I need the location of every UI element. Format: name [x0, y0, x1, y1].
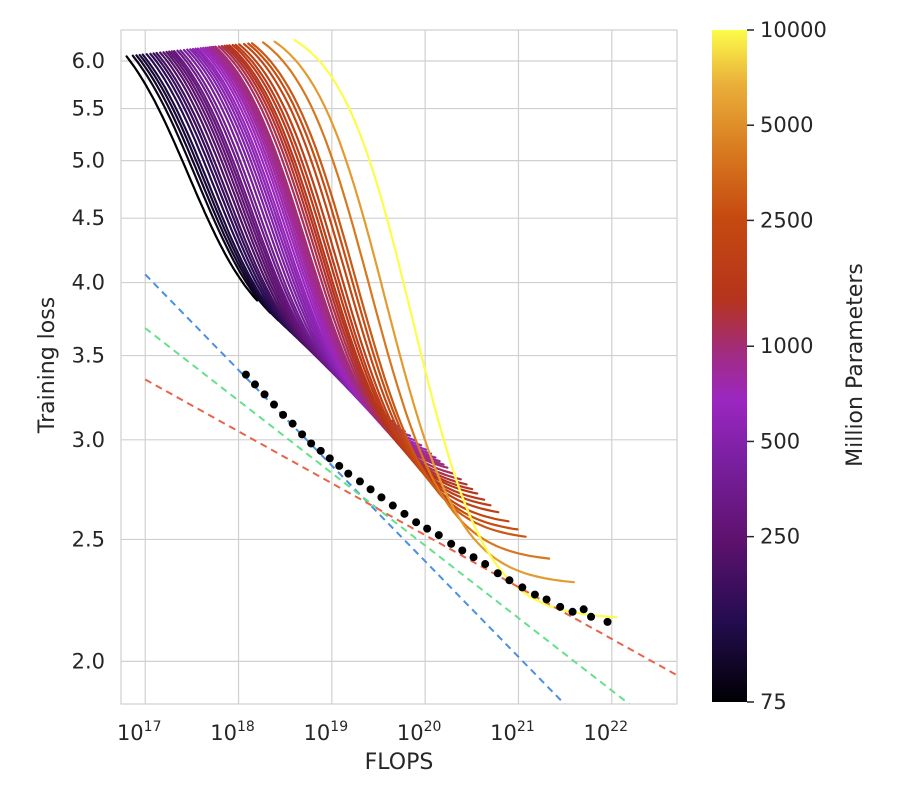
frontier-point: [400, 509, 409, 518]
colorbar-tick-label: 500: [760, 429, 800, 453]
colorbar-tick-label: 5000: [760, 113, 813, 137]
frontier-point: [298, 430, 307, 439]
frontier-point: [250, 380, 259, 389]
x-tick-label: 1019: [304, 719, 349, 745]
frontier-point: [568, 607, 577, 616]
frontier-point: [412, 518, 421, 527]
loss-curve: [141, 53, 293, 334]
fit-line: [144, 273, 566, 704]
y-tick-label: 2.0: [72, 649, 105, 673]
frontier-point: [458, 546, 467, 555]
frontier-point: [316, 446, 325, 455]
y-tick-label: 4.5: [72, 206, 105, 230]
loss-curve: [135, 54, 280, 322]
loss-curve: [247, 42, 519, 531]
frontier-point: [270, 400, 279, 409]
x-tick-label: 1018: [210, 719, 255, 745]
colorbar-tick-label: 2500: [760, 208, 813, 232]
loss-curve: [131, 54, 272, 315]
frontier-point: [279, 410, 288, 419]
x-tick-label: 1017: [117, 719, 162, 745]
frontier-point: [377, 493, 386, 502]
frontier-point: [505, 576, 514, 585]
loss-curves: [125, 39, 618, 619]
x-axis-ticks: 1017 1018 1019 1020 1021 1022: [117, 719, 628, 745]
frontier-point: [241, 370, 250, 379]
grid: [121, 30, 677, 704]
x-tick-label: 1021: [490, 719, 535, 745]
y-tick-label: 3.0: [72, 428, 105, 452]
loss-curve: [250, 42, 527, 538]
colorbar-tick-label: 250: [760, 525, 800, 549]
frontier-point: [288, 419, 297, 428]
y-tick-label: 6.0: [72, 49, 105, 73]
loss-curve: [238, 43, 500, 514]
x-axis-title: FLOPS: [365, 750, 434, 775]
colorbar-tick-label: 10000: [760, 18, 827, 42]
frontier-point: [307, 439, 316, 448]
loss-curve: [149, 52, 310, 349]
frontier-point: [366, 485, 375, 494]
loss-curve: [293, 39, 618, 619]
fit-line: [144, 327, 631, 704]
colorbar-ticks: 10000 5000 2500 1000 500 250 75: [747, 18, 827, 714]
y-axis-title: Training loss: [35, 297, 60, 434]
loss-curve: [145, 53, 302, 342]
frontier-point: [335, 461, 344, 470]
frontier-point: [344, 469, 353, 478]
loss-curve: [228, 44, 479, 495]
y-tick-label: 4.0: [72, 271, 105, 295]
loss-curve: [234, 43, 492, 507]
loss-curve: [155, 51, 323, 361]
frontier-point: [325, 454, 334, 463]
loss-curve: [125, 55, 259, 302]
frontier-point: [447, 539, 456, 548]
frontier-point: [260, 390, 269, 399]
colorbar-title: Million Parameters: [843, 263, 868, 467]
x-tick-label: 1020: [397, 719, 442, 745]
loss-curve: [138, 53, 287, 328]
fit-line: [144, 378, 677, 677]
frontier-point: [542, 595, 551, 604]
loss-curve: [243, 42, 510, 523]
loss-curve: [273, 40, 575, 584]
loss-curve: [220, 45, 462, 481]
y-tick-label: 5.0: [72, 149, 105, 173]
y-tick-label: 3.5: [72, 344, 105, 368]
frontier-point: [579, 605, 588, 614]
loss-curve: [223, 44, 468, 486]
frontier-point: [481, 560, 490, 569]
frontier-point: [518, 583, 527, 592]
y-axis-ticks: 2.0 2.5 3.0 3.5 4.0 4.5 5.0 5.5 6.0: [72, 49, 105, 673]
frontier-points: [241, 370, 612, 626]
colorbar-tick-label: 75: [760, 690, 787, 714]
frontier-point: [434, 531, 443, 540]
colorbar-gradient: [712, 30, 747, 702]
frontier-point: [530, 590, 539, 599]
colorbar-tick-label: 1000: [760, 334, 813, 358]
y-tick-label: 5.5: [72, 97, 105, 121]
plot-frame: [120, 29, 678, 705]
frontier-point: [493, 569, 502, 578]
frontier-point: [587, 612, 596, 621]
frontier-point: [469, 553, 478, 562]
loss-curve: [262, 41, 551, 560]
colorbar: 10000 5000 2500 1000 500 250 75 Million Parame…: [712, 18, 868, 714]
frontier-point: [556, 602, 565, 611]
frontier-point: [388, 501, 397, 510]
frontier-point: [603, 617, 612, 626]
frontier-point: [355, 477, 364, 486]
y-tick-label: 2.5: [72, 527, 105, 551]
frontier-point: [423, 524, 432, 533]
fit-lines: [144, 273, 677, 704]
x-tick-label: 1022: [583, 719, 628, 745]
